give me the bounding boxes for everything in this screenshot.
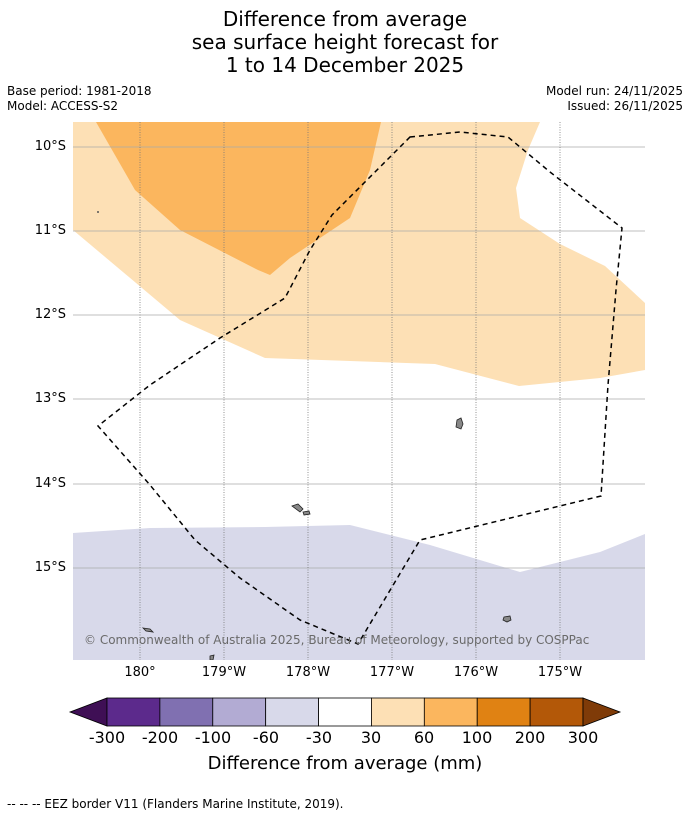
colorbar-tick: 100: [461, 728, 493, 747]
island-north-west: [97, 211, 99, 213]
title-line-3: 1 to 14 December 2025: [225, 53, 465, 77]
colorbar-tick: -300: [88, 728, 126, 747]
meta-right: Model run: 24/11/2025 Issued: 26/11/2025: [546, 84, 683, 114]
lat-label: 14°S: [34, 476, 66, 491]
colorbar-tick: 300: [567, 728, 599, 747]
eez-border: [96, 131, 623, 645]
island-bottom: [209, 654, 215, 660]
island-alofi: [302, 510, 311, 516]
chart-title: Difference from average sea surface heig…: [0, 8, 690, 77]
gridlines: [73, 122, 645, 660]
band-m60-m30-region: [73, 525, 645, 660]
map-area: [73, 122, 645, 660]
island-south-east: [502, 615, 512, 623]
issued-date: Issued: 26/11/2025: [567, 99, 683, 113]
land-masses: [97, 211, 512, 660]
lon-label: 179°W: [201, 665, 247, 680]
lon-label: 176°W: [453, 665, 499, 680]
colorbar-segment: [159, 697, 214, 727]
model-run: Model run: 24/11/2025: [545, 84, 683, 98]
lat-label: 10°S: [34, 139, 66, 154]
colorbar-label: Difference from average (mm): [207, 753, 483, 774]
lat-label: 12°S: [34, 307, 66, 322]
lon-label: 178°W: [285, 665, 331, 680]
colorbar-segment: [476, 697, 531, 727]
colorbar-segment: [265, 697, 319, 727]
colorbar-segment: [212, 697, 267, 727]
island-futuna: [291, 503, 304, 513]
lat-label: 11°S: [34, 223, 66, 238]
base-period: Base period: 1981-2018: [7, 84, 152, 98]
colorbar-segment: [318, 697, 372, 727]
colorbar-tick: -100: [194, 728, 232, 747]
colorbar-arrow-high: [582, 697, 622, 727]
colorbar-tick: -30: [305, 728, 333, 747]
meta-left: Base period: 1981-2018 Model: ACCESS-S2: [7, 84, 152, 114]
colorbar-segment: [423, 697, 478, 727]
eez-footnote: -- -- -- EEZ border V11 (Flanders Marine…: [7, 797, 344, 811]
colorbar-arrow-low: [68, 697, 108, 727]
colorbar-segment: [371, 697, 425, 727]
colorbar-tick: 60: [413, 728, 435, 747]
lat-label: 13°S: [34, 391, 66, 406]
map-credit: © Commonwealth of Australia 2025, Bureau…: [84, 633, 590, 647]
colorbar-segments: [106, 697, 584, 727]
island-south-west: [141, 627, 155, 633]
title-line-1: Difference from average: [222, 7, 468, 31]
lon-label: 175°W: [537, 665, 583, 680]
lon-label: 177°W: [369, 665, 415, 680]
model-name: Model: ACCESS-S2: [7, 99, 119, 113]
colorbar-tick: 200: [514, 728, 546, 747]
band-60-100-region: [96, 122, 381, 275]
lat-label: 15°S: [34, 560, 66, 575]
title-line-2: sea surface height forecast for: [191, 30, 499, 54]
colorbar-tick: -60: [252, 728, 280, 747]
island-wallis: [455, 417, 464, 430]
colorbar-tick: -200: [141, 728, 179, 747]
lon-label: 180°: [124, 665, 156, 680]
colorbar-segment: [529, 697, 584, 727]
colorbar-segment: [106, 697, 161, 727]
colorbar-tick: 30: [360, 728, 382, 747]
